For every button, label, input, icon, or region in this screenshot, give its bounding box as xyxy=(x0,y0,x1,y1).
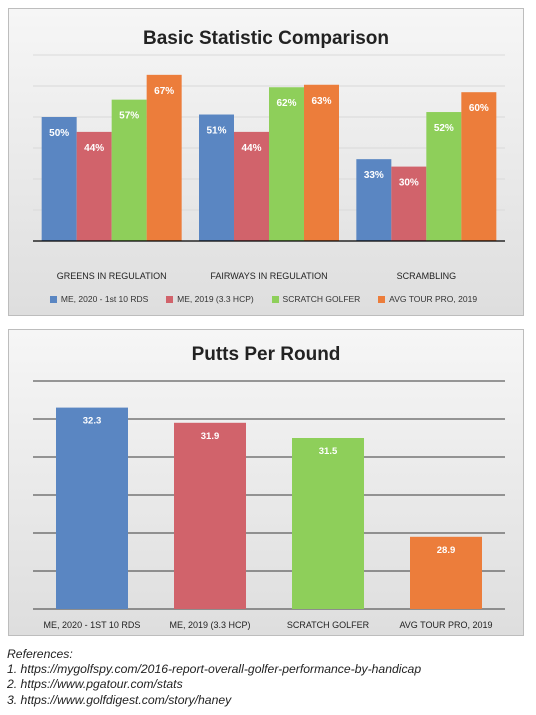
bar xyxy=(356,159,392,241)
basic-statistic-chart: 50% 44% 57% 67% GREENS IN REGULATION 51% 44% 62… xyxy=(8,8,524,316)
reference-item: 3. https://www.golfdigest.com/story/hane… xyxy=(7,692,232,707)
bar xyxy=(461,92,497,241)
category-label: SCRAMBLING xyxy=(397,271,457,281)
legend-swatch xyxy=(378,295,386,303)
legend-label: ME, 2019 (3.3 HCP) xyxy=(177,294,254,304)
references: References: 1. https://mygolfspy.com/201… xyxy=(7,647,527,708)
reference-item: 2. https://www.pgatour.com/stats xyxy=(7,677,183,692)
data-label: 67% xyxy=(154,86,174,97)
category-label: GREENS IN REGULATION xyxy=(57,271,167,281)
data-label: 62% xyxy=(276,98,296,109)
bar xyxy=(146,74,182,241)
bar xyxy=(199,114,234,241)
bar xyxy=(304,84,339,241)
basic-statistic-plot: 50% 44% 57% 67% GREENS IN REGULATION 51% 44% 62… xyxy=(33,54,505,281)
data-label: 28.9 xyxy=(437,545,456,556)
chart-title: Putts Per Round xyxy=(191,344,341,365)
data-label: 44% xyxy=(84,143,104,154)
data-label: 50% xyxy=(49,128,69,139)
data-label: 51% xyxy=(206,126,226,137)
legend-label: AVG TOUR PRO, 2019 xyxy=(389,294,478,304)
category-label: AVG TOUR PRO, 2019 xyxy=(399,620,492,630)
data-label: 32.3 xyxy=(83,416,102,427)
legend-swatch xyxy=(166,295,174,303)
bar xyxy=(292,438,364,609)
bar xyxy=(56,407,128,609)
data-label: 57% xyxy=(119,111,139,122)
data-label: 31.9 xyxy=(201,431,220,442)
bar xyxy=(76,131,112,241)
data-label: 30% xyxy=(399,178,419,189)
category-label: FAIRWAYS IN REGULATION xyxy=(210,271,327,281)
reference-item: 1. https://mygolfspy.com/2016-report-ove… xyxy=(7,662,422,677)
bar xyxy=(234,131,269,241)
legend-label: ME, 2020 - 1st 10 RDS xyxy=(60,294,149,304)
data-label: 52% xyxy=(434,123,454,134)
bar xyxy=(41,117,77,241)
chart-title: Basic Statistic Comparison xyxy=(142,28,390,49)
legend-label: SCRATCH GOLFER xyxy=(282,294,361,304)
bar xyxy=(426,112,462,241)
data-label: 60% xyxy=(469,103,489,114)
bar xyxy=(269,87,304,242)
chart-legend: ME, 2020 - 1st 10 RDS ME, 2019 (3.3 HCP) S… xyxy=(41,289,486,309)
data-label: 31.5 xyxy=(319,446,338,457)
bar xyxy=(410,536,482,609)
data-label: 33% xyxy=(364,170,384,181)
data-label: 44% xyxy=(241,143,261,154)
category-label: SCRATCH GOLFER xyxy=(287,620,370,630)
legend-item: ME, 2019 (3.3 HCP) xyxy=(166,294,254,304)
bar xyxy=(111,99,147,241)
legend-item: SCRATCH GOLFER xyxy=(271,294,361,304)
legend-swatch xyxy=(271,295,279,303)
legend-item: AVG TOUR PRO, 2019 xyxy=(378,294,477,304)
category-label: ME, 2019 (3.3 HCP) xyxy=(169,620,250,630)
category-label: ME, 2020 - 1ST 10 RDS xyxy=(44,620,141,630)
legend-swatch xyxy=(49,295,57,303)
references-heading: References: xyxy=(7,647,73,661)
bar xyxy=(391,166,427,241)
putts-per-round-chart: 32.3 ME, 2020 - 1ST 10 RDS 31.9 ME, 2019 (3… xyxy=(8,329,524,636)
bar xyxy=(174,422,246,609)
putts-plot: 32.3 ME, 2020 - 1ST 10 RDS 31.9 ME, 2019 (3… xyxy=(33,380,505,630)
data-label: 63% xyxy=(311,96,331,107)
legend-item: ME, 2020 - 1st 10 RDS xyxy=(49,294,149,304)
